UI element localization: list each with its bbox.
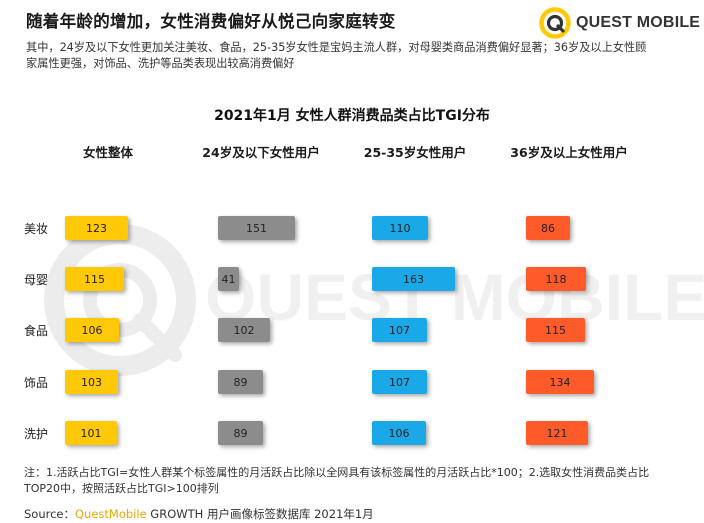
- questmobile-logo: QUEST MOBILE: [538, 6, 700, 40]
- bar: 102: [218, 318, 270, 342]
- category-label: 洗护: [24, 427, 49, 441]
- category-label: 母婴: [24, 273, 49, 287]
- bar: 101: [65, 421, 117, 445]
- bar: 103: [65, 370, 118, 394]
- bar: 134: [526, 370, 594, 394]
- bar: 151: [218, 216, 295, 240]
- bar: 118: [526, 267, 586, 291]
- bar: 163: [372, 267, 455, 291]
- series-header: 25-35岁女性用户: [363, 145, 467, 160]
- bar: 123: [65, 216, 128, 240]
- questmobile-logo-icon: [539, 7, 571, 39]
- bar: 110: [372, 216, 428, 240]
- bar: 89: [218, 370, 263, 394]
- bar: 86: [526, 216, 570, 240]
- source-brand: QuestMobile: [75, 507, 147, 521]
- bar: 41: [218, 267, 239, 291]
- footnote: 注：1.活跃占比TGI=女性人群某个标签属性的月活跃占比除以全网具有该标签属性的…: [24, 466, 650, 495]
- bar: 89: [218, 421, 263, 445]
- logo-wordmark: QUEST MOBILE: [576, 14, 701, 31]
- source-rest: GROWTH 用户画像标签数据库 2021年1月: [146, 507, 374, 521]
- bar: 106: [65, 318, 119, 342]
- page-subtitle: 其中，24岁及以下女性更加关注美妆、食品，25-35岁女性是宝妈主流人群，对母婴…: [26, 41, 647, 70]
- page-headline: 随着年龄的增加，女性消费偏好从悦己向家庭转变: [26, 12, 396, 31]
- source-line: Source：QuestMobile GROWTH 用户画像标签数据库 2021…: [24, 506, 374, 522]
- series-header: 36岁及以上女性用户: [510, 145, 628, 160]
- series-header: 女性整体: [82, 145, 133, 160]
- category-label: 饰品: [24, 376, 49, 390]
- bar: 106: [372, 421, 426, 445]
- bar: 115: [526, 318, 585, 342]
- chart-title: 2021年1月 女性人群消费品类占比TGI分布: [214, 108, 490, 124]
- source-prefix: Source：: [24, 507, 75, 521]
- bar: 107: [372, 318, 427, 342]
- bar: 107: [372, 370, 427, 394]
- bar: 115: [65, 267, 124, 291]
- category-label: 美妆: [24, 222, 49, 236]
- series-header: 24岁及以下女性用户: [202, 145, 320, 160]
- bar: 121: [526, 421, 588, 445]
- category-label: 食品: [24, 324, 49, 338]
